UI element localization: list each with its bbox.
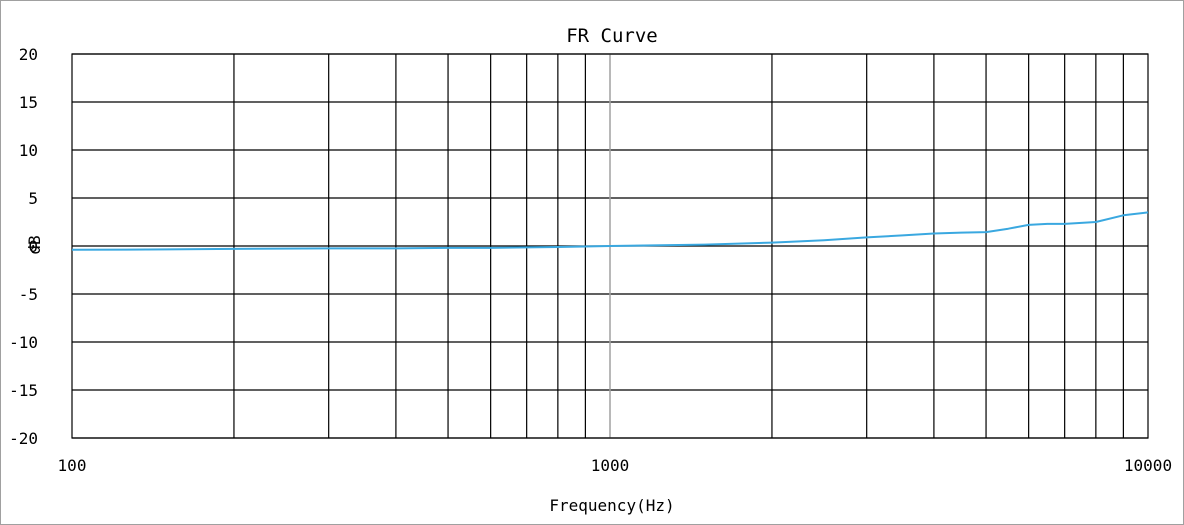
y-tick-label: -5 — [19, 285, 38, 304]
y-tick-label: 0 — [28, 237, 38, 256]
y-tick-label: -15 — [9, 381, 38, 400]
x-axis-label: Frequency(Hz) — [549, 496, 674, 515]
plot-border — [71, 53, 1149, 439]
x-tick-label: 100 — [58, 456, 87, 475]
plot-grid — [71, 53, 1149, 439]
x-tick-label: 10000 — [1124, 456, 1172, 475]
y-tick-label: 10 — [19, 141, 38, 160]
y-axis-label: dB — [25, 235, 44, 254]
y-tick-label: 5 — [28, 189, 38, 208]
y-tick-label: -20 — [9, 429, 38, 448]
y-tick-label: 15 — [19, 93, 38, 112]
series-line — [71, 211, 1149, 251]
series-layer — [71, 211, 1149, 251]
y-tick-label: 20 — [19, 45, 38, 64]
y-tick-labels: 20 15 10 5 0 -5 -10 -15 -20 — [9, 45, 38, 448]
x-tick-label: 1000 — [591, 456, 630, 475]
y-tick-label: -10 — [9, 333, 38, 352]
chart-title: FR Curve — [566, 25, 658, 47]
x-tick-labels: 100 1000 10000 — [58, 456, 1173, 475]
